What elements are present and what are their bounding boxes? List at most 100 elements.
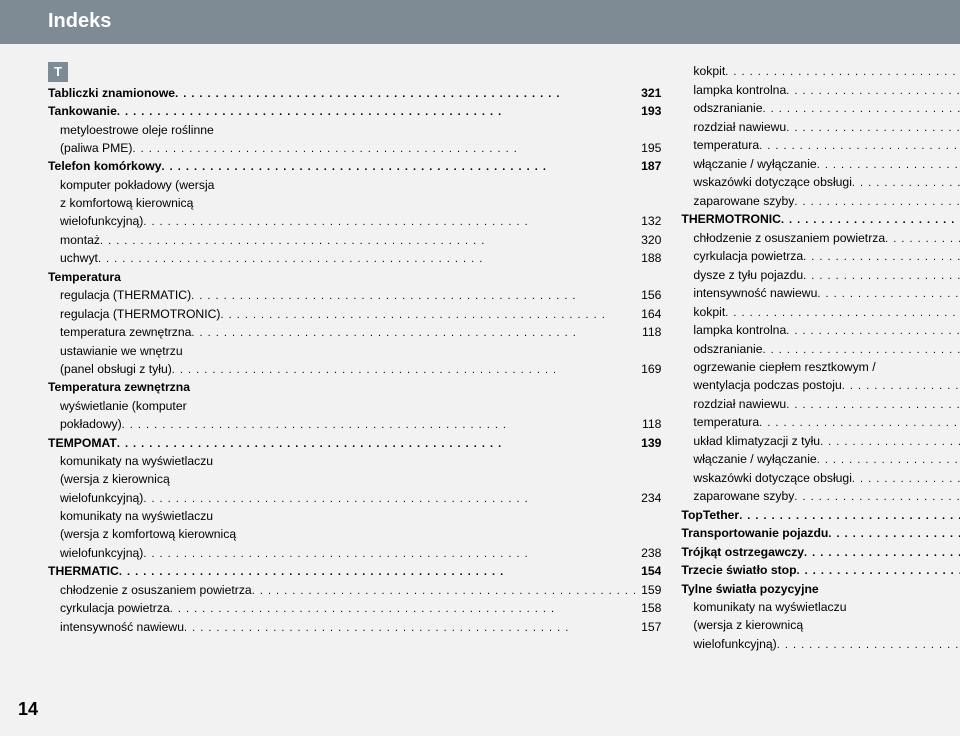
entry-label: lampka kontrolna	[693, 321, 786, 340]
entry-dots	[763, 99, 960, 118]
index-entry: włączanie / wyłączanie156	[681, 155, 960, 174]
entry-dots	[794, 192, 960, 211]
index-entry: komunikaty na wyświetlaczu	[48, 507, 661, 525]
entry-label: intensywność nawiewu	[693, 284, 817, 303]
entry-label: rozdział nawiewu	[693, 395, 786, 414]
entry-label: wielofunkcyjną)	[60, 489, 143, 508]
entry-label: Trzecie światło stop	[681, 561, 796, 580]
entry-page: 195	[637, 139, 661, 158]
entry-dots	[132, 139, 637, 158]
header-title: Indeks	[48, 10, 111, 32]
entry-dots	[117, 434, 637, 453]
entry-page: 139	[637, 434, 661, 453]
entry-dots	[828, 524, 960, 543]
index-entry: wielofunkcyjną) 132	[48, 212, 661, 231]
entry-label: włączanie / wyłączanie	[693, 450, 816, 469]
entry-label: zaparowane szyby	[693, 487, 794, 506]
entry-dots	[175, 84, 637, 103]
entry-dots	[143, 489, 637, 508]
entry-dots	[191, 323, 638, 342]
entry-dots	[191, 286, 637, 305]
index-entry: chłodzenie z osuszaniem powietrza168	[681, 229, 960, 248]
entry-label: intensywność nawiewu	[60, 618, 184, 637]
index-entry: pokładowy)118	[48, 415, 661, 434]
index-column: TTabliczki znamionowe321Tankowanie193met…	[48, 62, 661, 653]
entry-page: 159	[637, 581, 661, 600]
entry-dots	[786, 395, 960, 414]
index-entry: ustawianie we wnętrzu	[48, 342, 661, 360]
entry-page: 238	[637, 544, 661, 563]
entry-label: temperatura	[693, 136, 759, 155]
index-entry: cyrkulacja powietrza167	[681, 247, 960, 266]
index-entry: wskazówki dotyczące obsługi155	[681, 173, 960, 192]
index-entry: (panel obsługi z tyłu)169	[48, 360, 661, 379]
index-entry: THERMOTRONIC162	[681, 210, 960, 229]
index-entry: Temperatura	[48, 268, 661, 286]
entry-page: 158	[637, 599, 661, 618]
index-entry: TEMPOMAT139	[48, 434, 661, 453]
entry-label: wielofunkcyjną)	[60, 544, 143, 563]
section-letter: T	[48, 62, 68, 82]
index-entry: cyrkulacja powietrza 158	[48, 599, 661, 618]
entry-label: montaż	[60, 231, 100, 250]
entry-dots	[842, 376, 960, 395]
entry-label: wentylacja podczas postoju	[693, 376, 841, 395]
entry-label: odszranianie	[693, 99, 762, 118]
index-entry: chłodzenie z osuszaniem powietrza159	[48, 581, 661, 600]
entry-page: 320	[637, 231, 661, 250]
entry-label: wielofunkcyjną)	[60, 212, 143, 231]
entry-label: wskazówki dotyczące obsługi	[693, 469, 852, 488]
index-entry: odszranianie165	[681, 340, 960, 359]
entry-page: 118	[638, 415, 661, 434]
index-entry: z komfortową kierownicą	[48, 194, 661, 212]
entry-dots	[221, 305, 638, 324]
index-entry: wielofunkcyjną)243, 245	[681, 635, 960, 654]
entry-label: TopTether	[681, 506, 739, 525]
entry-dots	[777, 635, 960, 654]
index-entry: ogrzewanie ciepłem resztkowym /	[681, 358, 960, 376]
entry-dots	[100, 231, 637, 250]
index-entry: wentylacja podczas postoju168	[681, 376, 960, 395]
entry-dots	[252, 581, 637, 600]
index-entry: kokpit151	[681, 303, 960, 322]
entry-dots	[184, 618, 637, 637]
entry-label: włączanie / wyłączanie	[693, 155, 816, 174]
index-entry: kokpit151	[681, 62, 960, 81]
index-entry: Tabliczki znamionowe 321	[48, 84, 661, 103]
entry-page: 154	[637, 562, 661, 581]
index-entry: wskazówki dotyczące obsługi163	[681, 469, 960, 488]
entry-page: 157	[637, 618, 661, 637]
entry-dots	[852, 173, 960, 192]
entry-label: Transportowanie pojazdu	[681, 524, 828, 543]
index-entry: komputer pokładowy (wersja	[48, 176, 661, 194]
entry-dots	[885, 229, 960, 248]
entry-label: kokpit	[693, 62, 725, 81]
entry-page: 193	[637, 102, 661, 121]
index-entry: komunikaty na wyświetlaczu	[681, 598, 960, 616]
entry-label: kokpit	[693, 303, 725, 322]
entry-page: 118	[638, 323, 661, 342]
index-entry: THERMATIC154	[48, 562, 661, 581]
entry-page: 321	[637, 84, 661, 103]
entry-dots	[781, 210, 960, 229]
index-entry: (wersja z komfortową kierownicą	[48, 525, 661, 543]
entry-label: cyrkulacja powietrza	[60, 599, 170, 618]
index-entry: temperatura164	[681, 413, 960, 432]
index-entry: regulacja (THERMOTRONIC)164	[48, 305, 661, 324]
entry-page: 132	[637, 212, 661, 231]
index-entry: dysze z tyłu pojazdu169	[681, 266, 960, 285]
entry-label: Tabliczki znamionowe	[48, 84, 175, 103]
index-entry: wielofunkcyjną) 238	[48, 544, 661, 563]
entry-dots	[786, 81, 960, 100]
entry-dots	[739, 506, 960, 525]
index-entry: intensywność nawiewu 157	[48, 618, 661, 637]
entry-dots	[143, 212, 637, 231]
entry-label: temperatura	[693, 413, 759, 432]
entry-page: 156	[637, 286, 661, 305]
index-entry: rozdział nawiewu157	[681, 118, 960, 137]
entry-dots	[143, 544, 637, 563]
index-entry: temperatura156	[681, 136, 960, 155]
entry-label: wielofunkcyjną)	[693, 635, 776, 654]
index-entry: (paliwa PME)195	[48, 139, 661, 158]
index-entry: Tankowanie193	[48, 102, 661, 121]
